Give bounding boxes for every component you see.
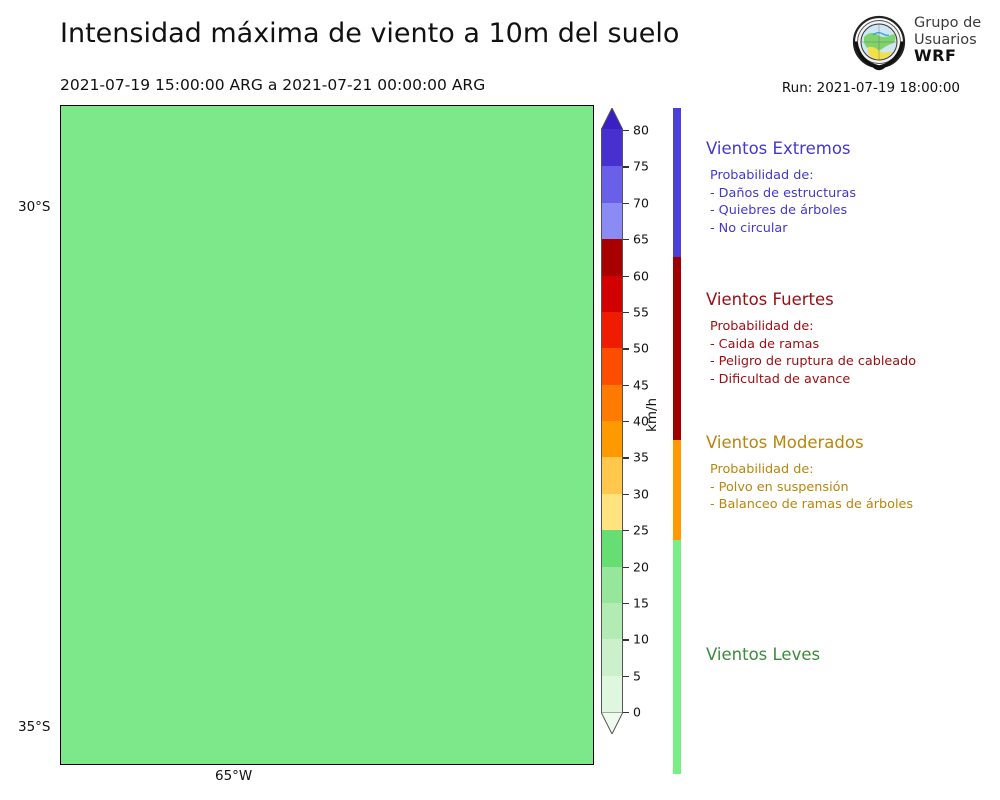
- colorbar-tick: [623, 384, 629, 386]
- colorbar-tick-label: 30: [633, 486, 649, 502]
- legend-category-title: Vientos Fuertes: [706, 290, 834, 309]
- colorbar-segment: [602, 311, 622, 349]
- legend-intro: Probabilidad de:: [710, 319, 814, 334]
- colorbar-segment: [602, 165, 622, 203]
- colorbar-tick: [623, 166, 629, 168]
- category-strip-segment: [673, 256, 681, 440]
- lat-tick-30s: 30°S: [18, 199, 51, 215]
- category-strip-segment: [673, 108, 681, 257]
- wind-intensity-map[interactable]: [60, 105, 594, 765]
- colorbar-tick: [623, 639, 629, 641]
- colorbar-tick-label: 70: [633, 195, 649, 211]
- legend-category-title: Vientos Extremos: [706, 139, 851, 158]
- lon-tick-65w: 65°W: [215, 768, 253, 784]
- colorbar-tick-label: 15: [633, 595, 649, 611]
- category-strip-segment: [673, 539, 681, 774]
- colorbar-segment: [602, 420, 622, 458]
- legend-category-title: Vientos Moderados: [706, 433, 864, 452]
- colorbar-arrow-bottom: [601, 712, 623, 734]
- wind-field-canvas: [61, 106, 593, 764]
- colorbar-tick-label: 50: [633, 340, 649, 356]
- forecast-date-range: 2021-07-19 15:00:00 ARG a 2021-07-21 00:…: [60, 76, 486, 94]
- colorbar-tick-label: 40: [633, 413, 649, 429]
- colorbar-tick-label: 10: [633, 631, 649, 647]
- colorbar-tick-label: 55: [633, 304, 649, 320]
- colorbar-segment: [602, 202, 622, 240]
- legend-panel: Vientos Extremos Probabilidad de: - Daños …: [706, 105, 996, 775]
- globe-emblem-icon: [852, 15, 906, 71]
- category-strip-segment: [673, 439, 681, 540]
- colorbar-segment: [602, 565, 622, 603]
- model-run-label: Run: 2021-07-19 18:00:00: [781, 80, 960, 96]
- logo-line-2: Usuarios: [914, 31, 977, 48]
- colorbar-tick: [623, 566, 629, 568]
- colorbar-segment: [602, 347, 622, 385]
- legend-item: - Caida de ramas: [710, 336, 820, 352]
- legend-block-3: Vientos Moderados Probabilidad de: - Polvo…: [706, 433, 996, 514]
- colorbar-segment: [602, 274, 622, 312]
- legend-item: - Daños de estructuras: [710, 185, 856, 201]
- colorbar-tick: [623, 675, 629, 677]
- legend-item: - No circular: [710, 220, 788, 236]
- logo-line-1: Grupo de: [914, 15, 982, 31]
- legend-block-2: Vientos Fuertes Probabilidad de: - Caida d…: [706, 290, 996, 388]
- colorbar-unit-label: km/h: [644, 397, 660, 432]
- colorbar-tick: [623, 530, 629, 532]
- legend-intro: Probabilidad de:: [710, 168, 814, 183]
- legend-intro: Probabilidad de:: [710, 462, 814, 477]
- colorbar-tick-label: 0: [633, 704, 641, 720]
- lat-tick-35s: 35°S: [18, 719, 51, 735]
- colorbar-tick-label: 80: [633, 122, 649, 138]
- colorbar-gradient: [601, 129, 623, 712]
- legend-block-4: Vientos Leves: [706, 645, 996, 673]
- page-title: Intensidad máxima de viento a 10m del su…: [60, 18, 680, 49]
- colorbar-tick: [623, 202, 629, 205]
- colorbar-tick: [623, 311, 629, 314]
- colorbar-tick-label: 60: [633, 268, 649, 283]
- logo: Grupo de Usuarios WRF: [848, 13, 996, 75]
- colorbar-tick-label: 25: [633, 522, 649, 538]
- colorbar-tick-label: 35: [633, 449, 649, 465]
- colorbar: 0 5 10 15 20 25 30 35 40 45 50 55 60 65 70 75 80: [601, 108, 649, 734]
- legend-category-title: Vientos Leves: [706, 645, 821, 664]
- colorbar-segment: [602, 493, 622, 531]
- colorbar-tick-label: 65: [633, 231, 649, 247]
- legend-block-1: Vientos Extremos Probabilidad de: - Daños …: [706, 139, 996, 237]
- colorbar-tick: [623, 239, 629, 241]
- legend-item: - Quiebres de árboles: [710, 203, 848, 218]
- colorbar-tick: [623, 712, 629, 714]
- colorbar-tick: [623, 602, 629, 605]
- colorbar-tick-label: 45: [633, 377, 649, 393]
- colorbar-segment: [602, 638, 622, 676]
- legend-item: - Balanceo de ramas de árboles: [710, 497, 914, 512]
- logo-text: Grupo de Usuarios WRF: [914, 15, 998, 65]
- colorbar-tick: [623, 275, 629, 277]
- colorbar-segment: [602, 675, 622, 712]
- colorbar-segment: [602, 529, 622, 567]
- category-color-strip: [673, 108, 681, 774]
- legend-item: - Dificultad de avance: [710, 371, 851, 387]
- colorbar-tick: [623, 493, 629, 496]
- legend-category-details: Probabilidad de: - Daños de estructuras - …: [706, 167, 996, 237]
- colorbar-tick: [623, 421, 629, 423]
- colorbar-segment: [602, 238, 622, 276]
- logo-line-3: WRF: [914, 46, 957, 65]
- legend-category-details: Probabilidad de: - Caida de ramas - Peligr…: [706, 318, 996, 388]
- legend-item: - Polvo en suspensión: [710, 479, 849, 495]
- legend-item: - Peligro de ruptura de cableado: [710, 354, 917, 369]
- colorbar-tick: [623, 457, 629, 459]
- colorbar-tick-label: 20: [633, 559, 649, 574]
- colorbar-tick: [623, 348, 629, 350]
- legend-category-details: Probabilidad de: - Polvo en suspensión - B…: [706, 461, 996, 514]
- colorbar-tick-label: 5: [633, 668, 641, 684]
- colorbar-segment: [602, 129, 622, 167]
- colorbar-arrow-top: [601, 108, 623, 130]
- colorbar-segment: [602, 456, 622, 494]
- colorbar-tick-label: 75: [633, 158, 649, 174]
- colorbar-tick: [623, 130, 629, 132]
- colorbar-segment: [602, 602, 622, 640]
- colorbar-segment: [602, 384, 622, 421]
